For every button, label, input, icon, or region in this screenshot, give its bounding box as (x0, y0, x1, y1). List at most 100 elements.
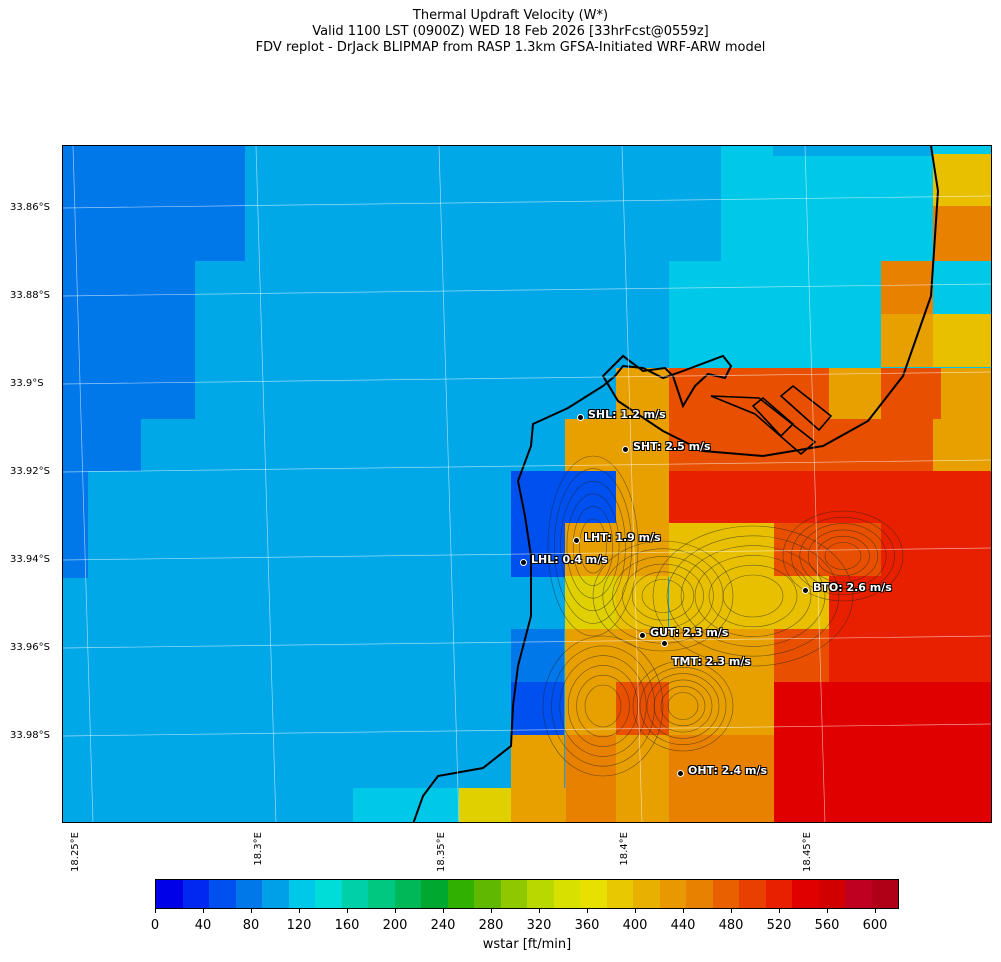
graticule-lat (63, 283, 991, 297)
colorbar-segment (394, 880, 421, 908)
terrain-contour (592, 540, 734, 652)
cell-orange (669, 629, 774, 682)
terrain-contour (576, 674, 630, 738)
colorbar (155, 879, 899, 909)
graticule-lat (63, 459, 991, 473)
colorbar-tick-label: 240 (430, 918, 456, 933)
cell-deep-red (774, 682, 991, 822)
graticule-lon (72, 146, 94, 822)
colorbar-segment (739, 880, 766, 908)
graticule-lat (63, 195, 991, 209)
station-label-gut: GUT: 2.3 m/s (650, 626, 729, 639)
colorbar-tickmark (347, 909, 348, 913)
terrain-contour (708, 564, 798, 628)
colorbar-tick-label: 440 (670, 918, 696, 933)
colorbar-segment (341, 880, 368, 908)
cell-cyan (353, 788, 459, 822)
coastline (412, 146, 940, 822)
colorbar-tick-label: 520 (766, 918, 792, 933)
terrain-contour (667, 692, 699, 720)
colorbar-segment (447, 880, 474, 908)
colorbar-segment (765, 880, 792, 908)
colorbar-tick-label: 480 (718, 918, 744, 933)
terrain-contour (572, 506, 614, 586)
colorbar-tickmark (251, 909, 252, 913)
station-dot-lhl[interactable] (520, 559, 527, 566)
terrain-contour (641, 579, 685, 613)
colorbar-segment (686, 880, 713, 908)
station-label-lhl: LHL: 0.4 m/s (531, 553, 608, 566)
colorbar-tick-label: 160 (334, 918, 360, 933)
station-label-oht: OHT: 2.4 m/s (688, 764, 768, 777)
cell-red (669, 471, 774, 523)
harbour-outline (779, 384, 833, 432)
station-dot-oht[interactable] (677, 770, 684, 777)
colorbar-tickmark (155, 909, 156, 913)
colorbar-tick-label: 360 (574, 918, 600, 933)
station-dot-bto[interactable] (802, 587, 809, 594)
map-title: Thermal Updraft Velocity (W*) Valid 1100… (0, 8, 1001, 56)
station-label-lht: LHT: 1.9 m/s (584, 531, 661, 544)
terrain-contour (646, 673, 720, 739)
colorbar-segment (209, 880, 236, 908)
graticule-lat (63, 547, 991, 561)
terrain-contour (660, 685, 706, 727)
terrain-contour (632, 660, 734, 752)
colorbar-segment (606, 880, 633, 908)
map-plot[interactable] (62, 145, 992, 823)
colorbar-label: wstar [ft/min] (482, 937, 572, 952)
cell-orange (511, 788, 566, 822)
colorbar-tickmark (683, 909, 684, 913)
station-label-shl: SHL: 1.2 m/s (588, 408, 666, 421)
colorbar-tickmark (443, 909, 444, 913)
colorbar-tick-label: 320 (526, 918, 552, 933)
terrain-contour (807, 529, 879, 583)
station-label-tmt: TMT: 2.3 m/s (672, 655, 751, 668)
cell-yellow (933, 154, 991, 206)
terrain-contour (584, 684, 622, 728)
colorbar-segment (871, 880, 898, 908)
colorbar-segment (845, 880, 872, 908)
cell-yellow (933, 314, 991, 367)
cell-blue (511, 629, 564, 682)
lat-label-4: 33.92°S (10, 466, 50, 477)
station-dot-shl[interactable] (577, 414, 584, 421)
station-dot-gut[interactable] (639, 632, 646, 639)
colorbar-tick-label: 0 (150, 918, 160, 933)
terrain-contour (560, 480, 626, 612)
colorbar-tickmark (491, 909, 492, 913)
station-dot-tmt[interactable] (661, 640, 668, 647)
colorbar-segment (500, 880, 527, 908)
station-label-bto: BTO: 2.6 m/s (813, 581, 892, 594)
colorbar-tickmark (779, 909, 780, 913)
lon-label-1: 18.25°E (70, 832, 81, 872)
terrain-contour (553, 468, 632, 624)
cell-blue (63, 261, 195, 419)
colorbar-tickmark (875, 909, 876, 913)
colorbar-tick-label: 80 (242, 918, 260, 933)
colorbar-tickmark (827, 909, 828, 913)
colorbar-segment (315, 880, 342, 908)
colorbar-segment (712, 880, 739, 908)
cell-red-orange (881, 368, 941, 421)
terrain-contour (612, 556, 714, 636)
cell-orange (669, 682, 774, 735)
graticule-lon (438, 146, 460, 822)
station-dot-lht[interactable] (573, 537, 580, 544)
cell-yellow (774, 576, 829, 629)
colorbar-tickmark (299, 909, 300, 913)
colorbar-tickmark (635, 909, 636, 913)
graticule-lon (804, 146, 826, 822)
cell-orange (565, 419, 671, 471)
harbour-outline (751, 396, 795, 438)
colorbar-tick-label: 400 (622, 918, 648, 933)
colorbar-tickmark (587, 909, 588, 913)
terrain-contour (824, 542, 862, 570)
terrain-contour (631, 571, 695, 621)
colorbar-segment (659, 880, 686, 908)
cell-red-orange (774, 523, 829, 576)
colorbar-segment (792, 880, 819, 908)
graticule-lat (63, 635, 991, 649)
terrain-contour (653, 679, 713, 733)
station-dot-sht[interactable] (622, 446, 629, 453)
